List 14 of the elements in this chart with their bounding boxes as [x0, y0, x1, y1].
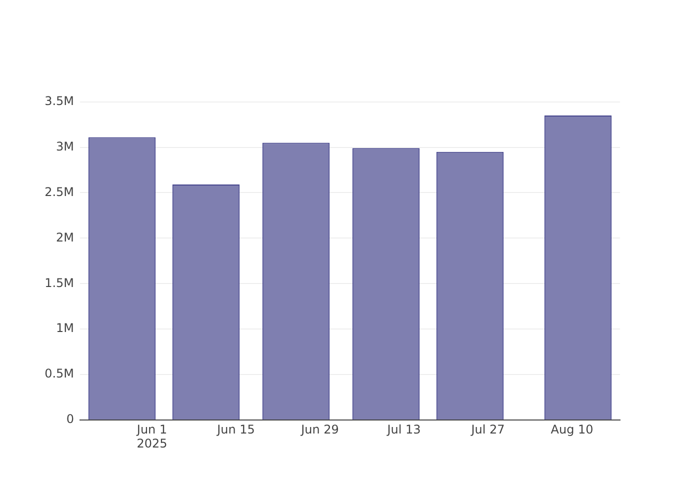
y-tick-label: 2M: [56, 230, 74, 244]
x-tick-label: Jun 15: [216, 422, 255, 436]
x-tick-label: Jul 27: [470, 422, 505, 436]
y-tick-label: 1M: [56, 321, 74, 336]
y-tick-label: 2.5M: [44, 184, 74, 199]
y-tick-label: 3.5M: [44, 94, 74, 108]
x-tick-label: Jun 29: [300, 422, 339, 436]
x-tick-label: Aug 10: [550, 422, 594, 436]
y-tick-label: 3M: [56, 139, 74, 154]
x-tick-label: Jul 13: [386, 422, 421, 436]
y-tick-label: 0.5M: [44, 366, 74, 381]
y-tick-label: 0: [66, 412, 74, 426]
x-tick-label: Jun 1 2025: [136, 422, 168, 451]
y-tick-label: 1.5M: [44, 276, 74, 290]
